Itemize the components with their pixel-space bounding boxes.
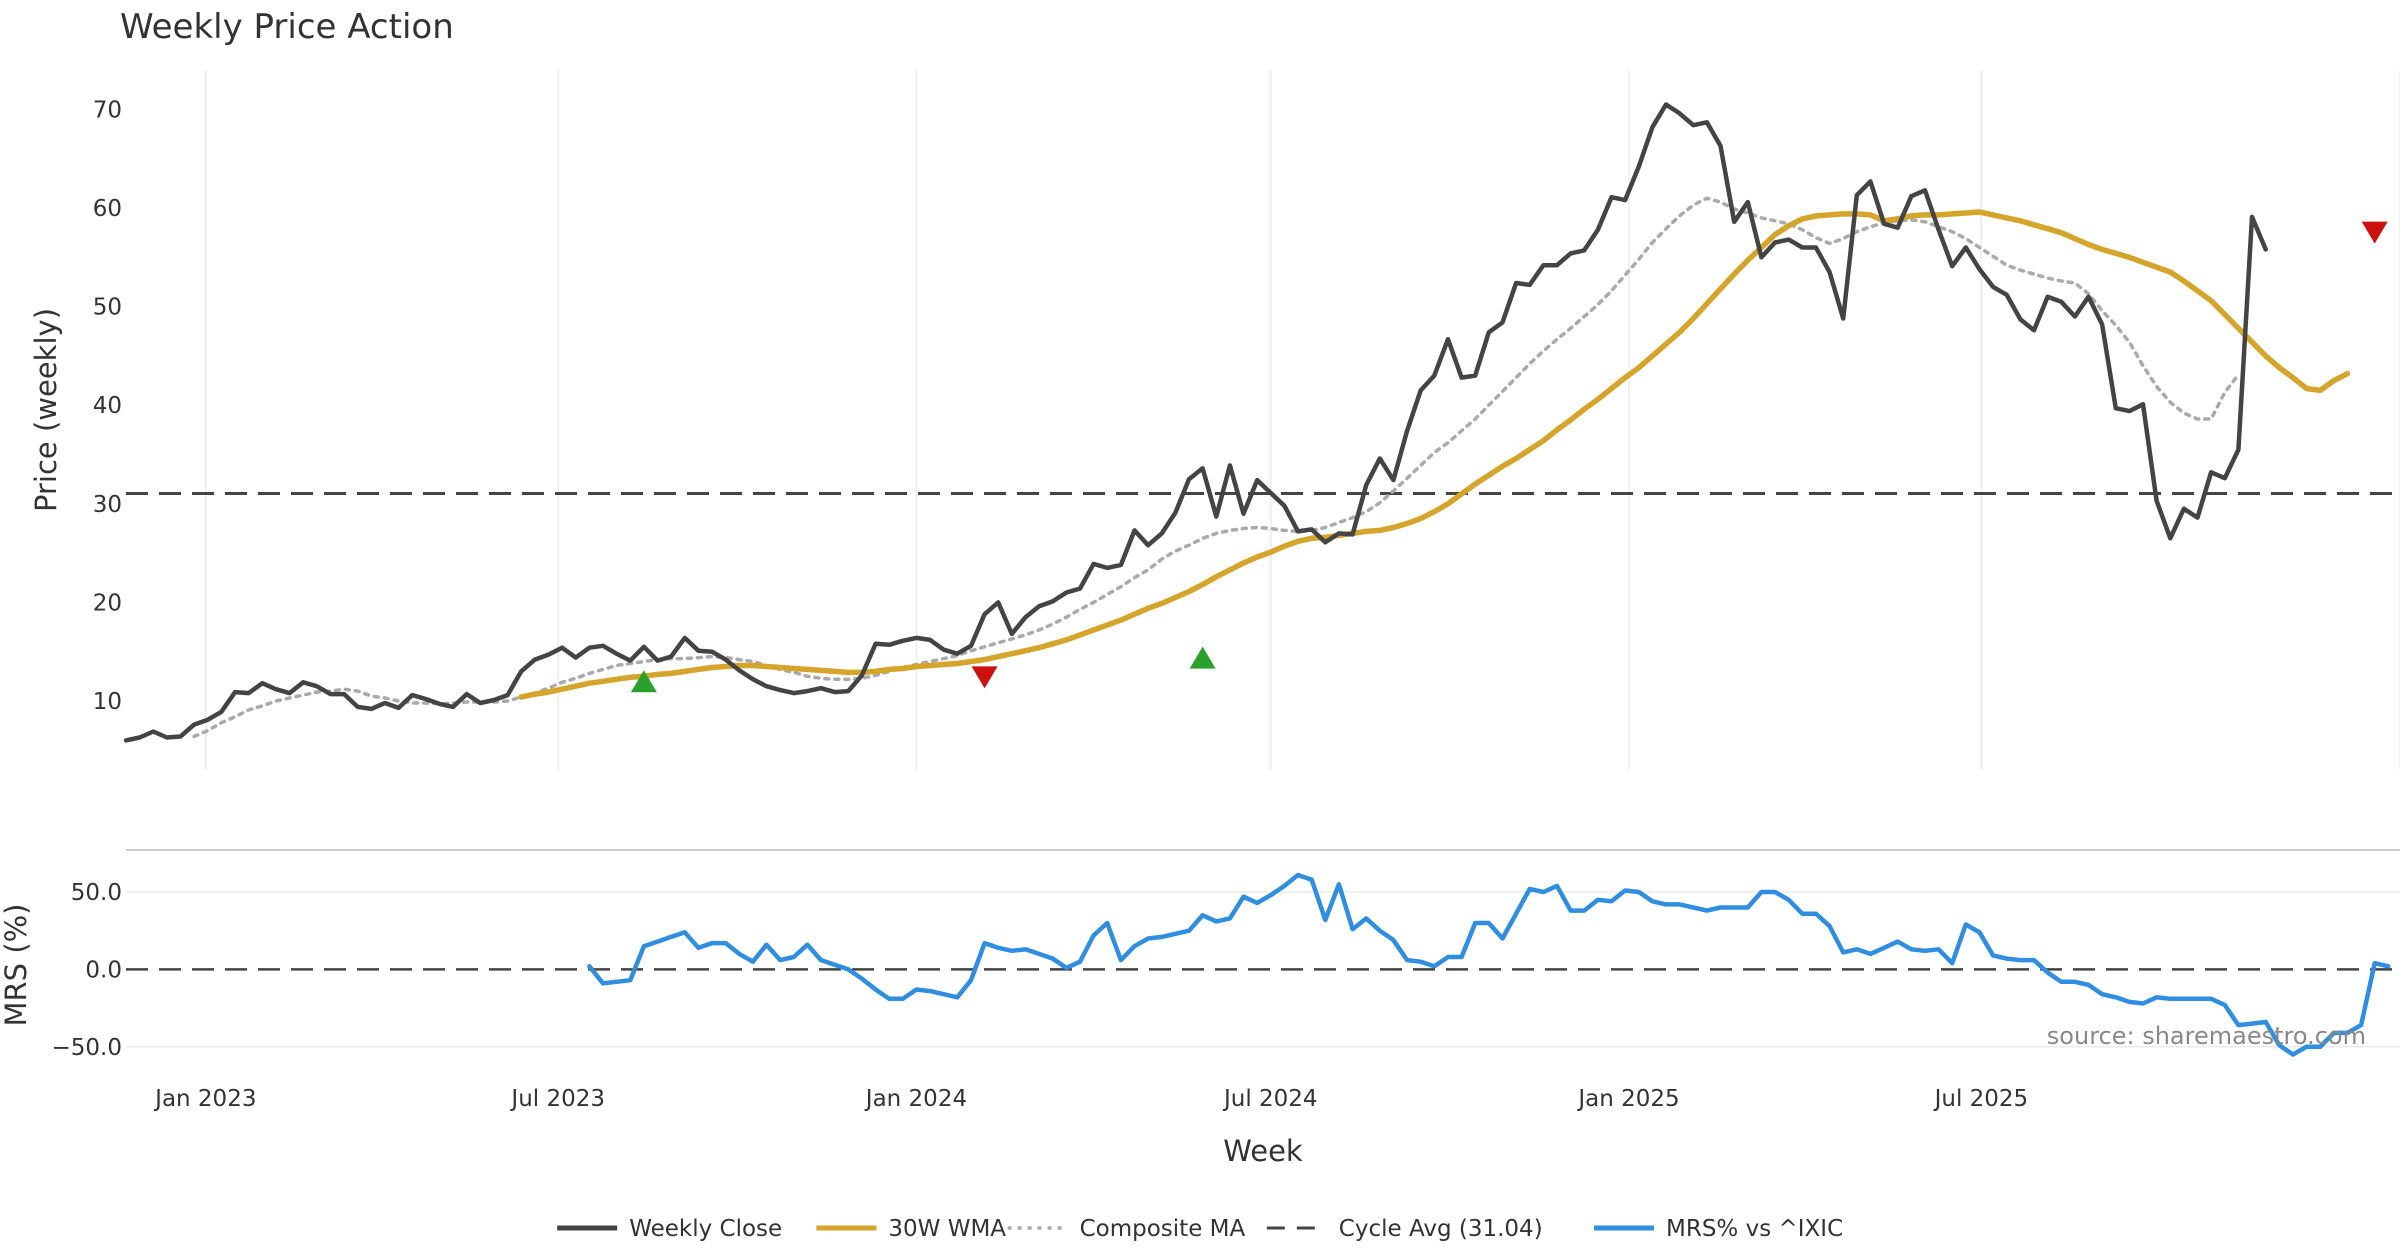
x-tick-label: Jan 2023 <box>153 1086 256 1112</box>
legend-label: Weekly Close <box>629 1216 782 1242</box>
x-tick-label: Jul 2024 <box>1222 1086 1318 1112</box>
weekly-close-line <box>123 102 2268 743</box>
price-y-tick-label: 60 <box>93 196 122 222</box>
price-y-axis-label: Price (weekly) <box>29 308 63 512</box>
mrs-y-axis-label: MRS (%) <box>0 904 33 1027</box>
mrs-y-tick-label: −50.0 <box>52 1035 122 1061</box>
mrs-y-tick-label: 0.0 <box>85 957 122 983</box>
buy-signal-marker <box>630 670 657 693</box>
price-y-tick-label: 40 <box>93 393 122 419</box>
price-y-tick-label: 10 <box>93 689 122 715</box>
x-tick-label: Jan 2025 <box>1576 1086 1679 1112</box>
mrs-series-group <box>587 872 2391 1057</box>
sell-signal-marker <box>971 666 998 689</box>
legend-label: Cycle Avg (31.04) <box>1339 1216 1543 1242</box>
legend: Weekly Close 30W WMA Composite MA Cycle Avg… <box>557 1216 1843 1242</box>
price-y-tick-label: 50 <box>93 295 122 321</box>
price-grid <box>205 70 2400 770</box>
legend-label: MRS% vs ^IXIC <box>1666 1216 1843 1242</box>
x-tick-label: Jul 2025 <box>1933 1086 2029 1112</box>
mrs-y-tick-label: 50.0 <box>71 880 122 906</box>
30w-wma-line <box>518 209 2351 700</box>
legend-label: Composite MA <box>1080 1216 1246 1242</box>
x-tick-label: Jul 2023 <box>509 1086 605 1112</box>
x-axis-label: Week <box>1223 1134 1303 1168</box>
price-y-tick-label: 20 <box>93 590 122 616</box>
mrs-grid <box>126 891 2400 1048</box>
x-axis: Jan 2023 Jul 2023 Jan 2024 Jul 2024 Jan 2025… <box>153 1086 2028 1112</box>
chart-title: Weekly Price Action <box>120 7 454 47</box>
mrs-y-axis: 50.0 0.0 −50.0 <box>52 880 122 1061</box>
price-y-axis: 10 20 30 40 50 60 70 <box>93 97 122 715</box>
x-tick-label: Jan 2024 <box>864 1086 967 1112</box>
price-series-group <box>123 102 2351 743</box>
price-y-tick-label: 30 <box>93 492 122 518</box>
source-credit: source: sharemaestro.com <box>2047 1022 2366 1050</box>
composite-ma-line <box>192 196 2241 739</box>
mrs-vs-ixic-line <box>587 872 2391 1057</box>
price-y-tick-label: 70 <box>93 97 122 123</box>
sell-signal-marker <box>2361 221 2388 244</box>
legend-label: 30W WMA <box>888 1216 1006 1242</box>
buy-signal-marker <box>1189 646 1216 669</box>
signal-markers <box>630 221 2388 693</box>
